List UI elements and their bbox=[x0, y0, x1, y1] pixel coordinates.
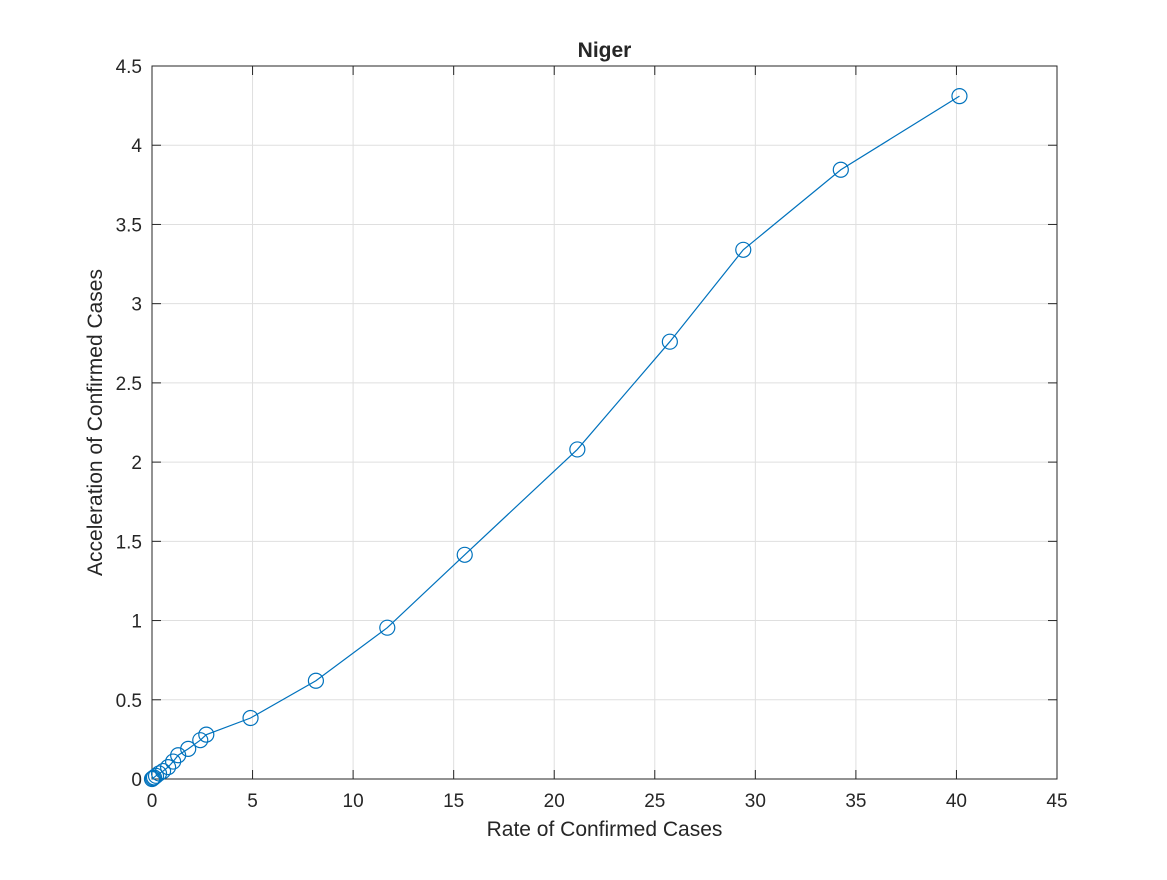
x-tick-label: 35 bbox=[845, 791, 866, 812]
data-point-marker bbox=[951, 88, 968, 105]
plot-box bbox=[151, 65, 1058, 780]
series bbox=[143, 88, 968, 788]
data-point-marker bbox=[154, 762, 172, 780]
y-tick-label: 1 bbox=[131, 612, 142, 633]
data-point-marker bbox=[150, 765, 168, 782]
x-tick-label: 0 bbox=[147, 791, 158, 812]
data-point-marker bbox=[198, 726, 215, 743]
y-tick-label: 0 bbox=[131, 770, 142, 791]
data-point-marker bbox=[456, 546, 473, 563]
data-point-marker bbox=[307, 672, 325, 689]
data-point-marker bbox=[170, 747, 187, 764]
data-point-marker bbox=[379, 619, 396, 636]
x-tick-label: 15 bbox=[443, 791, 464, 812]
data-point-marker bbox=[735, 241, 752, 258]
y-tick-label: 3.5 bbox=[116, 215, 142, 236]
plot-background bbox=[152, 66, 1057, 779]
x-tick-label: 5 bbox=[247, 791, 258, 812]
x-axis-label: Rate of Confirmed Cases bbox=[487, 818, 723, 841]
y-axis-label: Acceleration of Confirmed Cases bbox=[84, 269, 107, 576]
y-tick-label: 2 bbox=[131, 453, 142, 474]
data-point-marker bbox=[832, 161, 849, 178]
chart-title: Niger bbox=[578, 39, 632, 62]
x-tick-label: 10 bbox=[343, 791, 364, 812]
data-point-marker bbox=[145, 769, 163, 786]
y-tick-label: 1.5 bbox=[116, 532, 142, 553]
data-point-marker bbox=[242, 709, 259, 727]
axis-ticks: 0 5 10 15 20 25 30 35 40 45 0 0.5 1 1.5 2 2.5 3 3.5 4 4.5 bbox=[116, 57, 1068, 812]
data-point-marker bbox=[661, 333, 678, 350]
x-tick-label: 20 bbox=[544, 791, 565, 812]
data-point-marker bbox=[569, 441, 586, 458]
y-tick-label: 3 bbox=[131, 295, 142, 316]
y-tick-label: 4 bbox=[131, 136, 142, 157]
x-tick-label: 30 bbox=[745, 791, 766, 812]
y-tick-label: 0.5 bbox=[116, 691, 142, 712]
y-tick-label: 2.5 bbox=[116, 374, 142, 395]
data-point-marker bbox=[180, 740, 197, 757]
data-point-marker bbox=[192, 732, 209, 749]
data-point-marker bbox=[165, 753, 182, 770]
x-tick-label: 25 bbox=[644, 791, 665, 812]
y-tick-label: 4.5 bbox=[116, 57, 142, 78]
x-tick-label: 40 bbox=[946, 791, 967, 812]
data-point-marker bbox=[159, 759, 177, 776]
x-tick-label: 45 bbox=[1046, 791, 1067, 812]
